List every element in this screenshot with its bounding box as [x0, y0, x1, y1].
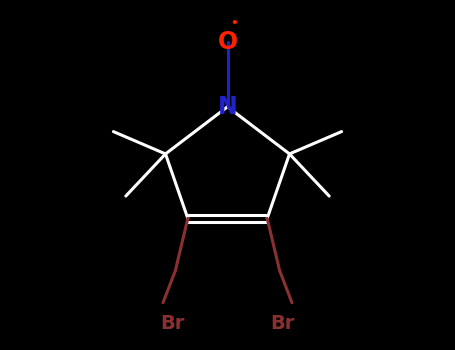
Text: Br: Br	[161, 314, 185, 333]
Text: N: N	[217, 95, 238, 119]
Text: O: O	[217, 30, 238, 54]
Text: •: •	[230, 16, 238, 30]
Text: Br: Br	[270, 314, 294, 333]
